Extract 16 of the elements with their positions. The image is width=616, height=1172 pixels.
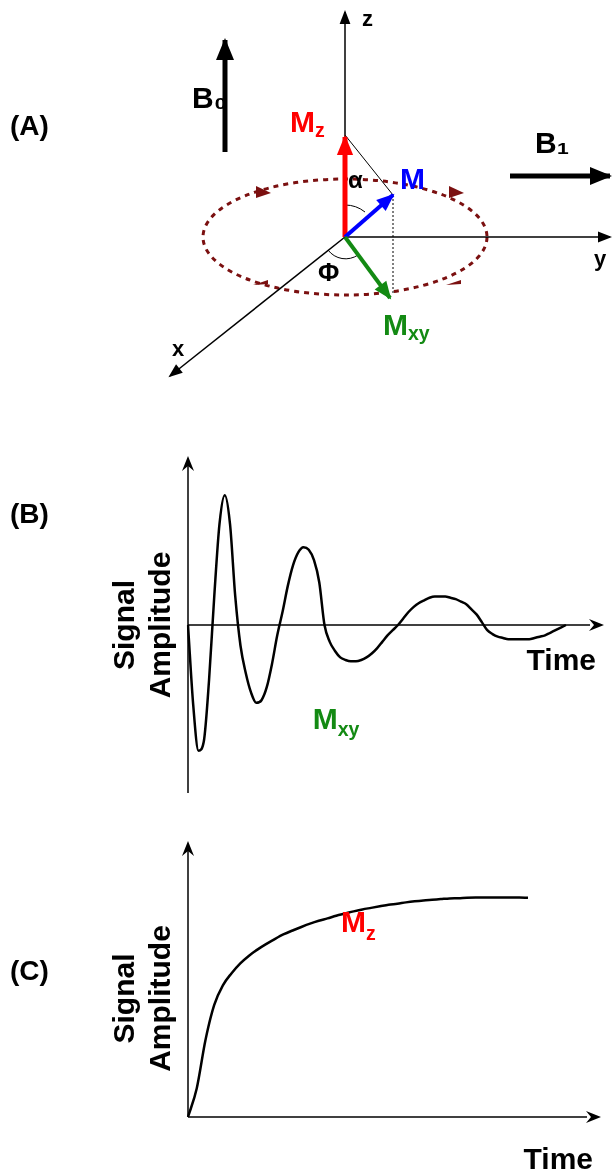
x-axis-title: Time — [526, 643, 596, 676]
y-axis-title: Signal Amplitude — [107, 925, 177, 1072]
y-axis-title: Signal Amplitude — [107, 551, 177, 699]
text: z — [362, 6, 373, 31]
text: (C) — [10, 955, 49, 986]
text: y — [594, 246, 607, 271]
text: M$_{z}$ — [290, 105, 325, 141]
text: Φ — [318, 257, 340, 287]
text: (A) — [10, 110, 49, 141]
text: α — [348, 166, 363, 193]
chart-title: (B) — [10, 498, 49, 529]
text: x — [172, 336, 185, 361]
text: B₁ — [535, 126, 570, 159]
x-axis-title: Time — [523, 1142, 593, 1172]
text: M — [400, 162, 425, 195]
text: M$_{xy}$ — [383, 308, 430, 344]
